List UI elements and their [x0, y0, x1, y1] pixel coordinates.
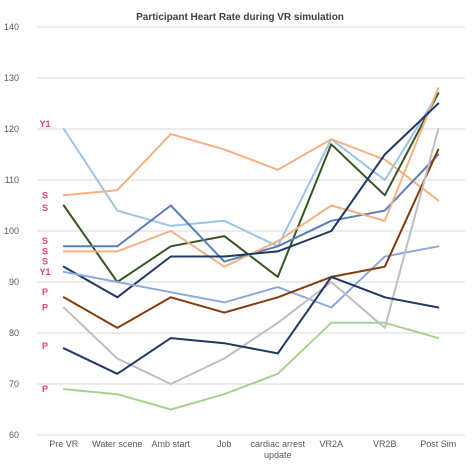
participant-label: P	[42, 303, 48, 313]
participant-label: Y1	[39, 119, 50, 129]
x-tick-label: VR2B	[373, 439, 397, 449]
y-tick-label: 110	[5, 175, 19, 185]
y-tick-label: 90	[9, 277, 19, 287]
participant-label: P	[42, 287, 48, 297]
x-tick-label: update	[264, 450, 292, 460]
x-tick-label: Job	[217, 439, 232, 449]
participant-label: P	[42, 384, 48, 394]
chart-title: Participant Heart Rate during VR simulat…	[136, 12, 344, 23]
y-tick-label: 100	[4, 226, 19, 236]
participant-label: S	[42, 236, 48, 246]
x-tick-label: cardiac arrest	[250, 439, 305, 449]
participant-label: S	[42, 246, 48, 256]
y-tick-label: 80	[9, 328, 19, 338]
participant-label: Y1	[39, 267, 50, 277]
x-tick-label: Amb start	[151, 439, 190, 449]
participant-label: P	[42, 341, 48, 351]
x-tick-label: Pre VR	[49, 439, 79, 449]
y-tick-label: 70	[9, 379, 19, 389]
x-tick-label: Water scene	[92, 439, 142, 449]
y-tick-label: 130	[4, 73, 19, 83]
y-tick-label: 140	[4, 22, 19, 32]
y-tick-label: 120	[4, 124, 19, 134]
y-tick-label: 60	[9, 430, 19, 440]
participant-label: S	[42, 257, 48, 267]
participant-label: S	[42, 203, 48, 213]
participant-label: S	[42, 190, 48, 200]
x-tick-label: VR2A	[319, 439, 343, 449]
x-tick-label: Post Sim	[420, 439, 456, 449]
